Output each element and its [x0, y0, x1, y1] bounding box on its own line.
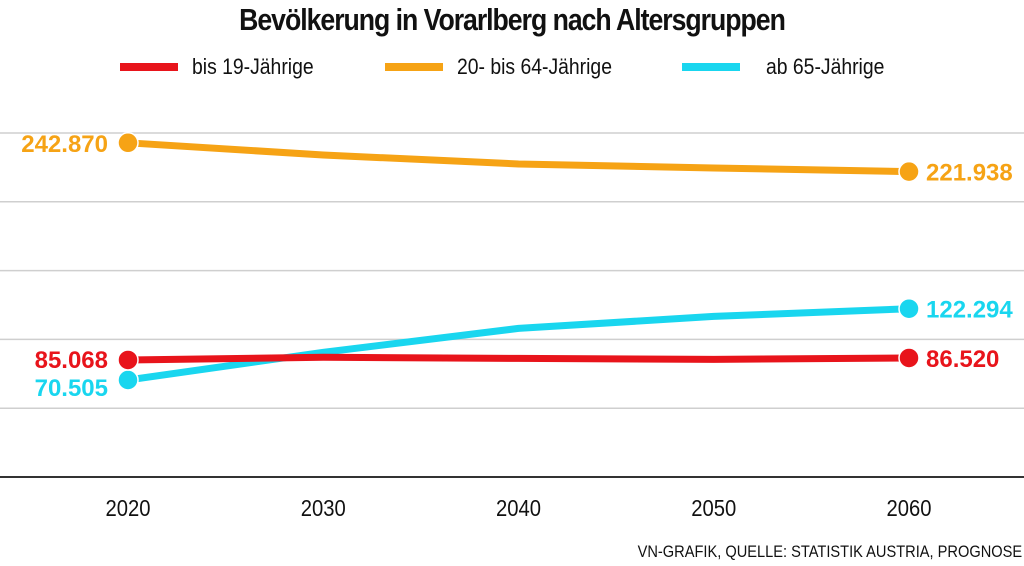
legend-swatch — [120, 63, 178, 71]
x-tick-label: 2060 — [886, 495, 931, 522]
start-marker — [117, 132, 139, 154]
end-value-label: 122.294 — [926, 297, 1013, 324]
start-marker — [117, 369, 139, 391]
end-marker — [898, 297, 920, 320]
start-value-label: 85.068 — [35, 347, 108, 374]
legend-swatch — [385, 63, 443, 71]
x-tick-label: 2040 — [496, 495, 541, 522]
legend-label: ab 65-Jährige — [766, 54, 885, 79]
start-value-label: 242.870 — [21, 131, 108, 158]
series-line — [124, 139, 913, 176]
x-tick-label: 2050 — [691, 495, 736, 522]
legend-item-20-64: 20- bis 64-Jährige — [385, 52, 633, 82]
legend-item-under-19: bis 19-Jährige — [120, 52, 330, 82]
end-value-label: 86.520 — [926, 346, 999, 373]
start-marker — [117, 349, 139, 371]
x-tick-label: 2030 — [301, 495, 346, 522]
end-marker — [898, 160, 920, 183]
series-line — [124, 353, 913, 364]
series-line — [124, 305, 913, 384]
chart-title: Bevölkerung in Vorarlberg nach Altersgru… — [239, 2, 786, 37]
legend-item-65-plus: ab 65-Jährige — [682, 52, 901, 82]
x-tick-label: 2020 — [105, 495, 150, 522]
legend-label: 20- bis 64-Jährige — [457, 54, 612, 79]
start-value-label: 70.505 — [35, 375, 108, 402]
legend-swatch — [682, 63, 740, 71]
legend-label: bis 19-Jährige — [192, 54, 314, 79]
source-note: VN-GRAFIK, QUELLE: STATISTIK AUSTRIA, PR… — [637, 542, 1022, 561]
end-marker — [898, 347, 920, 369]
end-value-label: 221.938 — [926, 160, 1013, 187]
